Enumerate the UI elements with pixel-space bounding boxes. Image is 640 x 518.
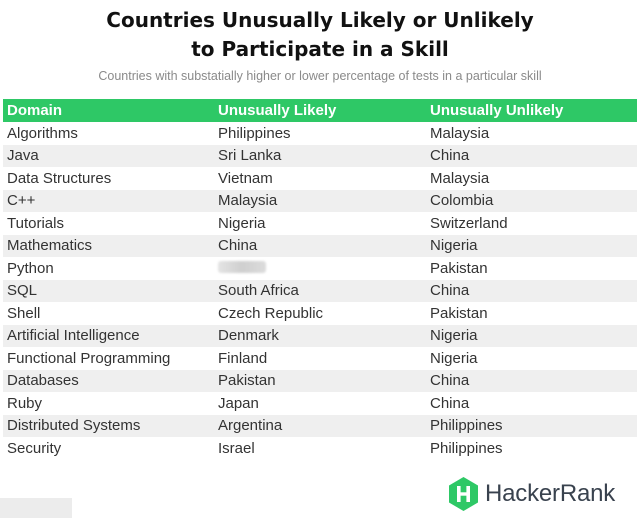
cell-unusually-likely: Vietnam [218,169,273,187]
cell-domain: Mathematics [7,237,93,255]
table-row: Python Pakistan [3,257,637,280]
table-row: Java Sri Lanka China [3,144,637,167]
cell-unusually-unlikely: Nigeria [430,237,478,255]
hackerrank-logo: HackerRank [448,476,615,512]
table-row: Ruby Japan China [3,392,637,415]
cell-unusually-unlikely: Pakistan [430,259,488,277]
table-row: Algorithms Philippines Malaysia [3,122,637,145]
cell-unusually-likely: Sri Lanka [218,147,282,165]
cell-domain: Databases [7,372,79,390]
table-row: Databases Pakistan China [3,369,637,392]
cell-unusually-unlikely: Malaysia [430,124,490,142]
cell-domain: Ruby [7,394,43,412]
table-body: Algorithms Philippines Malaysia Java Sri Lan… [3,122,637,460]
cell-unusually-likely [215,260,427,277]
cell-unusually-likely: Denmark [218,327,279,345]
title-line-1: Countries Unusually Likely or Unlikely [106,8,534,32]
cell-domain: Java [7,147,39,165]
cell-unusually-unlikely: Colombia [430,192,494,210]
cell-domain: Data Structures [7,169,112,187]
cell-domain: Distributed Systems [7,417,141,435]
table-row: Shell Czech Republic Pakistan [3,302,637,325]
page-subtitle: Countries with substatially higher or lo… [98,69,542,83]
cell-unusually-unlikely: Pakistan [430,304,488,322]
cell-unusually-unlikely: Philippines [430,417,503,435]
redacted-value [218,260,266,273]
header-domain: Domain [7,102,63,119]
cell-domain: Artificial Intelligence [7,327,140,345]
table-row: C++ Malaysia Colombia [3,189,637,212]
cell-domain: C++ [7,192,36,210]
page-title: Countries Unusually Likely or Unlikely t… [0,6,640,64]
header-unusually-likely: Unusually Likely [218,102,337,119]
cell-domain: Functional Programming [7,349,171,367]
cell-unusually-unlikely: Switzerland [430,214,508,232]
cell-unusually-likely: Pakistan [218,372,276,390]
cell-domain: Shell [7,304,41,322]
cell-unusually-likely: Argentina [218,417,283,435]
table-header-row: Domain Unusually Likely Unusually Unlike… [3,99,637,122]
title-line-2: to Participate in a Skill [191,37,449,61]
logo-text: HackerRank [485,480,616,507]
cell-domain: Algorithms [7,124,78,142]
table-row: Artificial Intelligence Denmark Nigeria [3,324,637,347]
cell-domain: Security [7,439,62,457]
skills-table: Domain Unusually Likely Unusually Unlike… [3,99,637,460]
cell-unusually-unlikely: Nigeria [430,327,478,345]
table-row: Functional Programming Finland Nigeria [3,347,637,370]
table-row: SQL South Africa China [3,279,637,302]
cell-unusually-likely: South Africa [218,282,299,300]
cell-unusually-unlikely: Malaysia [430,169,490,187]
table-row: Data Structures Vietnam Malaysia [3,167,637,190]
cell-unusually-likely: Malaysia [218,192,278,210]
hackerrank-hexagon-icon [449,477,478,511]
cell-unusually-likely: Philippines [218,124,291,142]
cell-domain: Python [7,259,54,277]
cell-unusually-unlikely: China [430,282,470,300]
cell-unusually-unlikely: China [430,394,470,412]
cell-unusually-unlikely: China [430,147,470,165]
cell-unusually-likely: China [218,237,258,255]
cell-unusually-unlikely: China [430,372,470,390]
cell-unusually-likely: Israel [218,439,255,457]
cell-unusually-likely: Czech Republic [218,304,324,322]
table-row: Distributed Systems Argentina Philippines [3,414,637,437]
table-row: Security Israel Philippines [3,437,637,460]
table-row: Mathematics China Nigeria [3,234,637,257]
cell-unusually-likely: Japan [218,394,259,412]
cell-unusually-unlikely: Philippines [430,439,503,457]
cell-domain: SQL [7,282,38,300]
cell-unusually-unlikely: Nigeria [430,349,478,367]
cell-domain: Tutorials [7,214,64,232]
corner-artifact [0,498,72,518]
cell-unusually-likely: Nigeria [218,214,266,232]
header-unusually-unlikely: Unusually Unlikely [430,102,564,119]
cell-unusually-likely: Finland [218,349,268,367]
table-row: Tutorials Nigeria Switzerland [3,212,637,235]
